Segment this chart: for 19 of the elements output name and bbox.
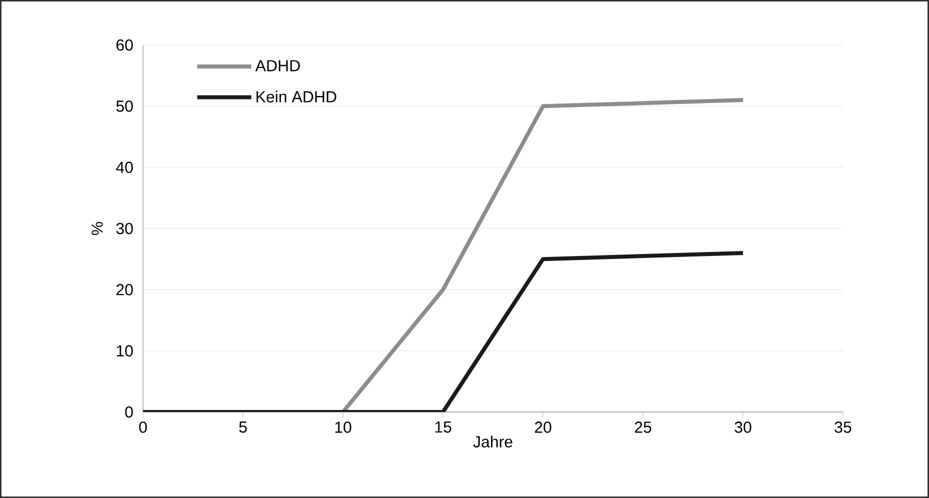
- y-tick-label: 30: [116, 222, 133, 234]
- x-axis-title: Jahre: [473, 436, 512, 448]
- y-tick-label: 10: [116, 345, 133, 356]
- y-tick-label: 60: [116, 39, 133, 51]
- y-tick-label: 0: [125, 406, 133, 418]
- legend-label: ADHD: [255, 60, 300, 72]
- legend-label: Kein ADHD: [256, 90, 336, 102]
- x-tick-label: 30: [734, 422, 752, 433]
- x-tick-label: 0: [139, 422, 147, 433]
- x-tick-label: 25: [634, 422, 652, 433]
- y-axis-title: %: [92, 222, 103, 236]
- x-tick-label: 15: [435, 422, 452, 433]
- y-tick-label: 50: [116, 100, 133, 112]
- x-tick-label: 10: [335, 422, 352, 433]
- x-tick-label: 35: [834, 422, 852, 433]
- y-tick-label: 20: [116, 284, 133, 296]
- x-tick-label: 5: [239, 422, 247, 433]
- x-tick-label: 20: [534, 422, 552, 433]
- y-tick-label: 40: [116, 162, 133, 173]
